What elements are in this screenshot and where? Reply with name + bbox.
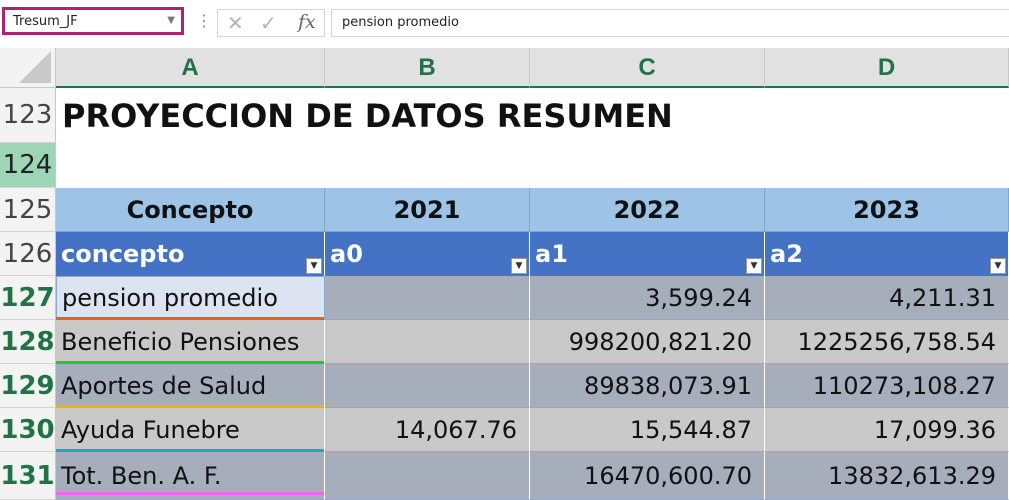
underline-yellow (56, 405, 324, 408)
more-options-icon[interactable]: ⋮ (196, 11, 212, 30)
filter-dropdown-icon[interactable]: ▼ (511, 258, 527, 274)
row-header-129[interactable]: 129 (0, 364, 56, 408)
table-cell-a0[interactable] (325, 364, 530, 408)
row-header-131[interactable]: 131 (0, 452, 56, 500)
underline-pink (56, 492, 324, 495)
table-cell-a2[interactable]: 13832,613.29 (765, 452, 1009, 500)
table-cell-a1[interactable]: 89838,073.91 (530, 364, 765, 408)
table-header-label: a2 (770, 240, 803, 268)
filter-dropdown-icon[interactable]: ▼ (306, 258, 322, 274)
row-header-125[interactable]: 125 (0, 188, 56, 232)
table-cell-a1[interactable]: 3,599.24 (530, 276, 765, 320)
table-cell-a1[interactable]: 15,544.87 (530, 408, 765, 452)
header-cell-2021[interactable]: 2021 (325, 188, 530, 232)
header-cell-2022[interactable]: 2022 (530, 188, 765, 232)
table-cell-a0[interactable] (325, 452, 530, 500)
table-cell-concepto[interactable]: pension promedio (56, 276, 325, 320)
table-cell-a0[interactable]: 14,067.76 (325, 408, 530, 452)
row-header-128[interactable]: 128 (0, 320, 56, 364)
table-header-a2[interactable]: a2 ▼ (765, 232, 1009, 276)
name-box-value: Tresum_JF (13, 14, 78, 29)
header-cell-concepto[interactable]: Concepto (56, 188, 325, 232)
header-cell-2023[interactable]: 2023 (765, 188, 1009, 232)
table-header-concepto[interactable]: concepto ▼ (56, 232, 325, 276)
table-cell-a1[interactable]: 16470,600.70 (530, 452, 765, 500)
cancel-icon[interactable]: ✕ (227, 11, 244, 35)
table-cell-a2[interactable]: 4,211.31 (765, 276, 1009, 320)
formula-input[interactable]: pension promedio (331, 9, 1009, 37)
filter-dropdown-icon[interactable]: ▼ (746, 258, 762, 274)
row-header-124[interactable]: 124 (0, 143, 56, 188)
table-header-a1[interactable]: a1 ▼ (530, 232, 765, 276)
table-header-label: a1 (535, 240, 568, 268)
row-header-130[interactable]: 130 (0, 408, 56, 452)
table-header-label: concepto (61, 240, 185, 268)
column-header-c[interactable]: C (530, 48, 765, 88)
check-icon[interactable]: ✓ (260, 11, 277, 35)
table-header-a0[interactable]: a0 ▼ (325, 232, 530, 276)
row-header-123[interactable]: 123 (0, 88, 56, 143)
row-header-127[interactable]: 127 (0, 276, 56, 320)
table-cell-a1[interactable]: 998200,821.20 (530, 320, 765, 364)
sheet-title[interactable]: PROYECCION DE DATOS RESUMEN (62, 96, 673, 135)
table-cell-concepto[interactable]: Aportes de Salud (56, 364, 325, 408)
table-cell-a2[interactable]: 110273,108.27 (765, 364, 1009, 408)
table-cell-a2[interactable]: 1225256,758.54 (765, 320, 1009, 364)
row-header-126[interactable]: 126 (0, 232, 56, 276)
underline-orange (56, 317, 324, 320)
underline-green (56, 361, 324, 364)
underline-blue (56, 449, 324, 452)
select-all-triangle-icon (19, 51, 51, 83)
formula-buttons: ✕ ✓ fx (217, 9, 325, 37)
insert-function-icon[interactable]: fx (298, 11, 316, 33)
table-header-label: a0 (330, 240, 363, 268)
column-header-d[interactable]: D (765, 48, 1009, 88)
table-cell-concepto[interactable]: Beneficio Pensiones (56, 320, 325, 364)
table-cell-a2[interactable]: 17,099.36 (765, 408, 1009, 452)
table-cell-a0[interactable] (325, 276, 530, 320)
table-cell-concepto[interactable]: Ayuda Funebre (56, 408, 325, 452)
formula-bar: Tresum_JF ▼ ⋮ ✕ ✓ fx pension promedio (0, 0, 1009, 48)
name-box[interactable]: Tresum_JF ▼ (2, 7, 184, 35)
table-cell-a0[interactable] (325, 320, 530, 364)
formula-text: pension promedio (342, 15, 459, 30)
column-header-a[interactable]: A (56, 48, 325, 88)
column-header-b[interactable]: B (325, 48, 530, 88)
chevron-down-icon[interactable]: ▼ (167, 15, 175, 26)
select-all-corner[interactable] (0, 48, 56, 88)
filter-dropdown-icon[interactable]: ▼ (990, 258, 1006, 274)
